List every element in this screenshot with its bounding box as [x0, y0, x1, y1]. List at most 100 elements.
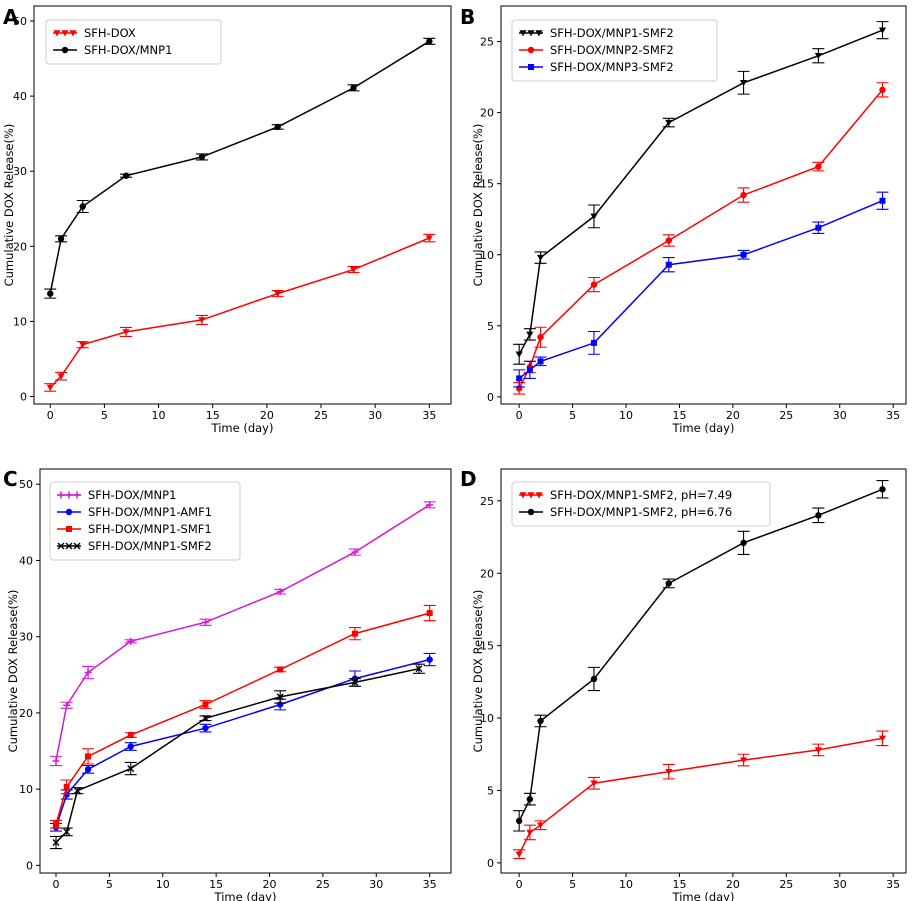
panel-d-series-0-point [515, 851, 523, 858]
panel-b-x-tick-label: 10 [619, 409, 633, 422]
panel-a-y-tick-label: 20 [13, 240, 27, 253]
panel-a-series-1-point [79, 203, 86, 210]
panel-c-y-tick-label: 50 [19, 478, 33, 491]
panel-b-series-0-line [518, 29, 883, 355]
panel-d-series-0-point [739, 757, 748, 764]
panel-a-series-0-point [198, 317, 206, 324]
panel-d-legend-box [511, 481, 771, 527]
panel-c-series-2-point [351, 630, 358, 637]
panel-d-y-tick-label: 0 [487, 857, 494, 870]
panel-b-series-0-point [665, 119, 673, 126]
panel-c-legend-label-0: SFH-DOX/MNP1 [88, 488, 176, 502]
panel-c-legend-swatch-1 [57, 508, 81, 516]
panel-b-series-1-point [537, 333, 544, 341]
panel-b-letter: B [460, 5, 475, 29]
panel-c-series-3-point [201, 714, 209, 722]
panel-b-series-2-point [526, 366, 533, 373]
panel-c-series-3-line [55, 667, 420, 844]
panel-a-series-1-point [122, 172, 130, 179]
panel-a-x-tick-label: 20 [260, 409, 274, 422]
panel-d-axes-frame [500, 468, 907, 874]
panel-b-x-tick-label: 35 [886, 409, 900, 422]
panel-c-series-0-point [201, 618, 209, 626]
panel-b-y-tick-label: 5 [487, 320, 494, 333]
panel-d-legend-swatch-1 [519, 508, 543, 516]
panel-b-series-0-point [814, 53, 822, 60]
panel-c-series-3-point [415, 665, 423, 673]
panel-c-series-3 [50, 663, 425, 850]
panel-c-series-0-point [426, 501, 434, 509]
panel-b-legend-label-2: SFH-DOX/MNP3-SMF2 [550, 60, 674, 74]
panel-d-legend-label-0: SFH-DOX/MNP1-SMF2, pH=7.49 [550, 488, 732, 502]
panel-b-series-2-point [740, 251, 747, 258]
panel-d-x-tick-label: 15 [672, 878, 686, 891]
panel-d-legend-swatch-0 [519, 492, 543, 499]
panel-d-x-tick-label: 35 [886, 878, 900, 891]
panel-d-series-0-point [878, 735, 887, 742]
panel-c-series-1-point [202, 724, 209, 732]
panel-c-series-0-point [63, 701, 71, 709]
panel-c-series-3-point [73, 787, 81, 795]
panel-c-x-tick-label: 25 [316, 878, 330, 891]
panel-b-series-0-point [739, 80, 748, 87]
panel-c-x-tick-label: 20 [263, 878, 277, 891]
panel-a-axes-frame [33, 5, 452, 405]
panel-d-y-axis-label: Cumulative DOX Release(%) [471, 590, 485, 753]
panel-d-series-1-point [526, 795, 534, 803]
panel-d-x-tick-label: 10 [619, 878, 633, 891]
panel-b-legend-swatch-0 [519, 30, 543, 37]
panel-c-legend-swatch-3 [57, 542, 81, 550]
panel-d-x-tick-label: 5 [569, 878, 576, 891]
panel-c-x-tick-label: 15 [209, 878, 223, 891]
panel-c-legend-label-1: SFH-DOX/MNP1-AMF1 [88, 505, 212, 519]
panel-a-series-0-point [122, 329, 130, 336]
panel-a-series-0-point [57, 373, 65, 380]
panel-d-series-1-point [740, 539, 747, 547]
panel-d-series-1-line [518, 488, 883, 822]
panel-d-series-1-point [665, 580, 672, 587]
panel-c-x-tick-label: 5 [106, 878, 113, 891]
panel-c-series-3-point [276, 693, 284, 701]
panel-b-series-1-point [879, 86, 886, 94]
panel-a-series-1-point [198, 153, 206, 161]
panel-d-series-0-point [536, 822, 545, 829]
panel-d-x-tick-label: 20 [726, 878, 740, 891]
panel-d-series-1-point [815, 512, 822, 519]
panel-b-series-1 [513, 82, 889, 395]
panel-b-series-2-point [815, 224, 822, 231]
panel-b-series-0 [513, 21, 889, 365]
panel-b-y-tick-label: 10 [480, 249, 494, 262]
panel-b-series-0-point [536, 254, 545, 262]
panel-b-series-2-point [537, 358, 544, 365]
panel-a-y-tick-label: 40 [13, 90, 27, 103]
panel-c-series-0-point [351, 548, 359, 556]
panel-b-x-tick-label: 5 [569, 409, 576, 422]
panel-d-y-tick-label: 10 [480, 712, 494, 725]
panel-d: D 0 5 10 15 20 25 30 35 0 5 10 15 20 25 Time (day) Cumul… [460, 467, 907, 901]
panel-c-x-tick-label: 35 [423, 878, 437, 891]
panel-b-y-tick-label: 25 [480, 36, 494, 49]
panel-d-series-0-point [590, 780, 598, 787]
panel-a-legend-label-0: SFH-DOX [84, 26, 136, 40]
panel-c-x-tick-label: 10 [156, 878, 170, 891]
panel-b-legend: SFH-DOX/MNP1-SMF2 SFH-DOX/MNP2-SMF2 SFH-DO… [511, 19, 718, 82]
panel-a-legend-swatch-0 [53, 30, 77, 37]
panel-a-series-1-point [57, 235, 65, 242]
panel-b-series-0-point [515, 351, 523, 358]
panel-c-series-1 [50, 652, 436, 832]
panel-b-axes-frame [500, 5, 907, 405]
panel-b-series-2-line [518, 200, 883, 379]
panel-b-series-1-point [665, 237, 672, 244]
panel-b-series-1-line [518, 89, 884, 389]
panel-b-series-0-point [878, 27, 887, 34]
panel-a-series-1-point [47, 290, 54, 297]
panel-a-legend: SFH-DOX SFH-DOX/MNP1 [45, 19, 222, 65]
panel-c-legend-label-2: SFH-DOX/MNP1-SMF1 [88, 522, 212, 536]
panel-d-legend-label-1: SFH-DOX/MNP1-SMF2, pH=6.76 [550, 505, 732, 519]
panel-d-x-tick-label: 25 [779, 878, 793, 891]
panel-b-legend-label-1: SFH-DOX/MNP2-SMF2 [550, 43, 674, 57]
panel-c-series-2-point [127, 732, 134, 739]
panel-b-series-2 [513, 191, 889, 388]
panel-a-series-0-point [274, 290, 282, 298]
